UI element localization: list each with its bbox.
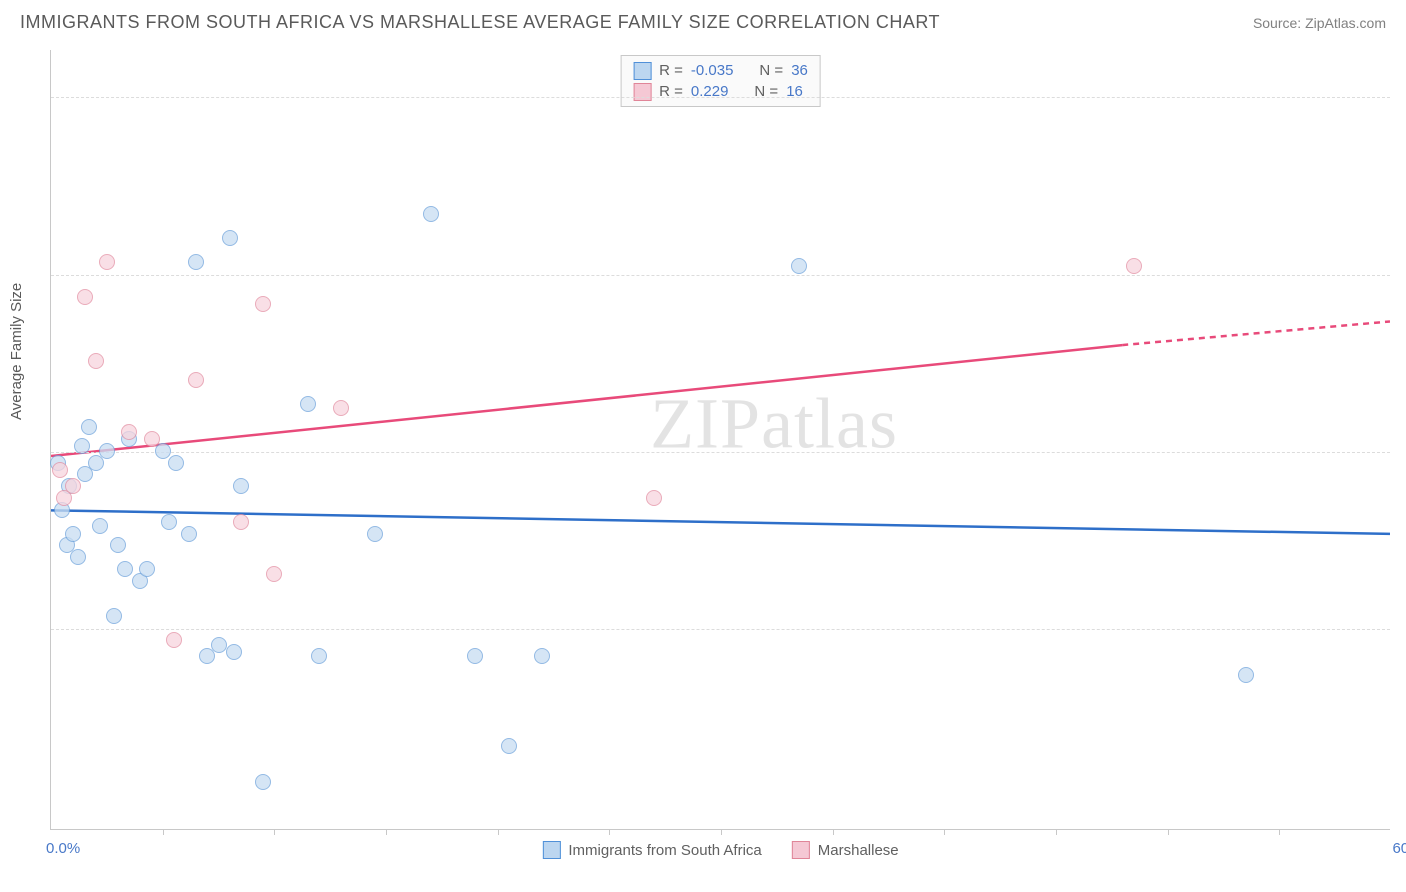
xtick — [833, 829, 834, 835]
scatter-point — [266, 566, 282, 582]
legend-series: Immigrants from South Africa Marshallese — [542, 841, 898, 859]
n-value: 36 — [791, 60, 808, 81]
ytick-label: 2.75 — [1395, 621, 1406, 638]
gridline — [51, 275, 1390, 276]
scatter-point — [300, 396, 316, 412]
scatter-point — [226, 644, 242, 660]
legend-correlation: R = -0.035 N = 36 R = 0.229 N = 16 — [620, 55, 821, 107]
swatch-blue-icon — [542, 841, 560, 859]
r-label: R = — [659, 81, 683, 102]
legend-row-pink: R = 0.229 N = 16 — [633, 81, 808, 102]
swatch-blue-icon — [633, 62, 651, 80]
scatter-point — [467, 648, 483, 664]
legend-label-pink: Marshallese — [818, 842, 899, 859]
n-label: N = — [754, 81, 778, 102]
scatter-point — [139, 561, 155, 577]
scatter-point — [211, 637, 227, 653]
scatter-point — [1238, 667, 1254, 683]
xtick — [1279, 829, 1280, 835]
r-label: R = — [659, 60, 683, 81]
scatter-point — [791, 258, 807, 274]
scatter-point — [88, 353, 104, 369]
n-value: 16 — [786, 81, 803, 102]
scatter-point — [501, 738, 517, 754]
xtick — [1168, 829, 1169, 835]
scatter-point — [166, 632, 182, 648]
gridline — [51, 629, 1390, 630]
scatter-point — [646, 490, 662, 506]
x-axis-min-label: 0.0% — [46, 840, 80, 857]
scatter-point — [367, 526, 383, 542]
gridline — [51, 452, 1390, 453]
scatter-point — [188, 372, 204, 388]
scatter-point — [255, 774, 271, 790]
legend-row-blue: R = -0.035 N = 36 — [633, 60, 808, 81]
scatter-point — [333, 400, 349, 416]
scatter-point — [155, 443, 171, 459]
scatter-point — [106, 608, 122, 624]
scatter-point — [110, 537, 126, 553]
ytick-label: 4.25 — [1395, 266, 1406, 283]
scatter-point — [144, 431, 160, 447]
scatter-point — [52, 462, 68, 478]
scatter-point — [423, 206, 439, 222]
scatter-point — [1126, 258, 1142, 274]
chart-plot-area: ZIPatlas R = -0.035 N = 36 R = 0.229 N =… — [50, 50, 1390, 830]
xtick — [274, 829, 275, 835]
xtick — [944, 829, 945, 835]
x-axis-max-label: 60.0% — [1392, 840, 1406, 857]
ytick-label: 5.00 — [1395, 89, 1406, 106]
header: IMMIGRANTS FROM SOUTH AFRICA VS MARSHALL… — [0, 0, 1406, 41]
n-label: N = — [759, 60, 783, 81]
gridline — [51, 97, 1390, 98]
xtick — [1056, 829, 1057, 835]
scatter-point — [168, 455, 184, 471]
scatter-point — [233, 478, 249, 494]
scatter-point — [188, 254, 204, 270]
scatter-point — [161, 514, 177, 530]
xtick — [721, 829, 722, 835]
scatter-point — [77, 289, 93, 305]
scatter-point — [99, 443, 115, 459]
xtick — [386, 829, 387, 835]
r-value: -0.035 — [691, 60, 734, 81]
scatter-point — [233, 514, 249, 530]
scatter-point — [255, 296, 271, 312]
watermark: ZIPatlas — [650, 382, 898, 465]
chart-title: IMMIGRANTS FROM SOUTH AFRICA VS MARSHALL… — [20, 12, 940, 33]
scatter-point — [65, 526, 81, 542]
scatter-point — [81, 419, 97, 435]
scatter-point — [311, 648, 327, 664]
ytick-label: 3.50 — [1395, 443, 1406, 460]
scatter-point — [99, 254, 115, 270]
scatter-point — [74, 438, 90, 454]
scatter-point — [117, 561, 133, 577]
xtick — [163, 829, 164, 835]
scatter-point — [534, 648, 550, 664]
xtick — [609, 829, 610, 835]
legend-item-pink: Marshallese — [792, 841, 899, 859]
scatter-point — [222, 230, 238, 246]
source-label: Source: ZipAtlas.com — [1253, 15, 1386, 31]
legend-label-blue: Immigrants from South Africa — [568, 842, 761, 859]
scatter-point — [92, 518, 108, 534]
xtick — [498, 829, 499, 835]
scatter-point — [181, 526, 197, 542]
scatter-point — [65, 478, 81, 494]
swatch-pink-icon — [792, 841, 810, 859]
scatter-point — [121, 424, 137, 440]
r-value: 0.229 — [691, 81, 729, 102]
legend-item-blue: Immigrants from South Africa — [542, 841, 761, 859]
y-axis-label: Average Family Size — [8, 283, 25, 420]
scatter-point — [70, 549, 86, 565]
